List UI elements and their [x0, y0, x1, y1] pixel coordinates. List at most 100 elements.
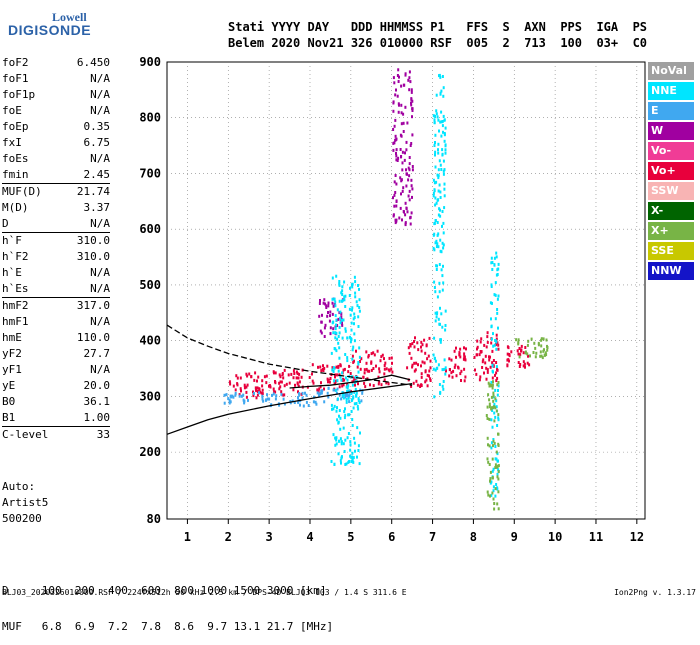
- echo-point: [442, 172, 445, 176]
- echo-point: [410, 88, 413, 92]
- echo-point: [335, 349, 338, 353]
- echo-point: [345, 400, 348, 404]
- echo-point: [406, 366, 409, 370]
- echo-point: [338, 356, 341, 360]
- echo-point: [445, 369, 447, 373]
- echo-point: [411, 365, 414, 369]
- echo-point: [385, 367, 388, 371]
- echo-point: [496, 486, 499, 490]
- echo-point: [381, 353, 384, 357]
- echo-point: [490, 380, 493, 384]
- echo-point: [332, 304, 335, 308]
- echo-point: [340, 378, 343, 382]
- echo-point: [441, 120, 444, 123]
- echo-point: [443, 194, 446, 198]
- echo-point: [350, 328, 353, 332]
- echo-point: [347, 370, 350, 374]
- echo-point: [405, 172, 408, 176]
- echo-point: [351, 308, 353, 312]
- echo-point: [533, 341, 536, 345]
- echo-point: [437, 198, 440, 202]
- echo-point: [404, 105, 407, 109]
- echo-point: [281, 393, 284, 397]
- echo-point: [490, 285, 493, 288]
- param-name: foE: [2, 104, 22, 117]
- echo-point: [239, 376, 242, 380]
- echo-point: [443, 206, 446, 210]
- echo-point: [327, 301, 330, 305]
- param-name: yF1: [2, 363, 22, 376]
- echo-point: [413, 369, 416, 373]
- echo-point: [318, 302, 321, 305]
- echo-point: [492, 497, 495, 501]
- param-row: foF2 6.450: [2, 55, 110, 71]
- echo-point: [334, 388, 337, 392]
- echo-point: [493, 343, 496, 347]
- echo-point: [321, 313, 323, 317]
- echo-point: [487, 381, 490, 385]
- echo-point: [401, 218, 403, 222]
- echo-point: [440, 110, 443, 114]
- echo-point: [347, 432, 350, 435]
- echo-point: [415, 379, 418, 383]
- echo-point: [439, 120, 442, 124]
- echo-point: [278, 403, 281, 407]
- echo-point: [489, 477, 492, 481]
- echo-point: [265, 381, 268, 385]
- echo-point: [408, 174, 411, 178]
- legend-item-x: X-: [648, 202, 694, 220]
- echo-point: [506, 352, 509, 356]
- echo-point: [348, 400, 351, 404]
- echo-point: [476, 339, 479, 343]
- echo-point: [532, 351, 535, 354]
- echo-point: [486, 457, 489, 461]
- echo-point: [261, 394, 264, 398]
- echo-point: [399, 133, 402, 137]
- logo-digisonde-text: DIGISONDE: [8, 22, 92, 38]
- header-labels: Stati YYYY DAY DDD HHMMSS P1 FFS S AXN P…: [228, 20, 648, 34]
- echo-point: [325, 304, 328, 308]
- echo-point: [357, 370, 360, 374]
- echo-point: [396, 74, 399, 77]
- echo-point: [491, 268, 494, 271]
- echo-point: [444, 328, 447, 332]
- echo-point: [408, 168, 411, 172]
- echo-point: [463, 367, 466, 371]
- echo-point: [348, 294, 351, 297]
- echo-point: [433, 280, 436, 284]
- echo-point: [254, 371, 257, 375]
- echo-point: [495, 347, 498, 351]
- distance-muf-table: D 100 200 400 600 800 1000 1500 3000 [km…: [2, 561, 333, 645]
- echo-point: [405, 140, 408, 144]
- echo-point: [391, 370, 394, 374]
- echo-point: [352, 460, 355, 464]
- legend-item-nne: NNE: [648, 82, 694, 100]
- echo-point: [335, 331, 338, 335]
- plot-frame: [166, 61, 646, 520]
- legend-item-vo: Vo-: [648, 142, 694, 160]
- echo-point: [493, 293, 496, 297]
- echo-point: [489, 479, 491, 483]
- echo-point: [491, 386, 494, 390]
- echo-point: [238, 393, 241, 397]
- echo-point: [387, 382, 390, 386]
- echo-point: [351, 348, 354, 352]
- echo-point: [388, 369, 391, 373]
- echo-point: [406, 210, 409, 214]
- echo-point: [488, 463, 491, 466]
- echo-point: [305, 393, 308, 397]
- echo-point: [392, 214, 395, 218]
- echo-point: [338, 346, 341, 350]
- echo-point: [507, 346, 510, 350]
- echo-point: [441, 148, 444, 152]
- echo-point: [404, 201, 407, 205]
- echo-point: [442, 221, 445, 225]
- echo-point: [404, 151, 406, 155]
- echo-point: [444, 126, 447, 130]
- echo-point: [395, 204, 398, 208]
- echo-point: [507, 358, 510, 362]
- echo-point: [384, 361, 387, 365]
- echo-point: [420, 384, 423, 387]
- echo-point: [411, 109, 414, 112]
- echo-point: [337, 369, 340, 373]
